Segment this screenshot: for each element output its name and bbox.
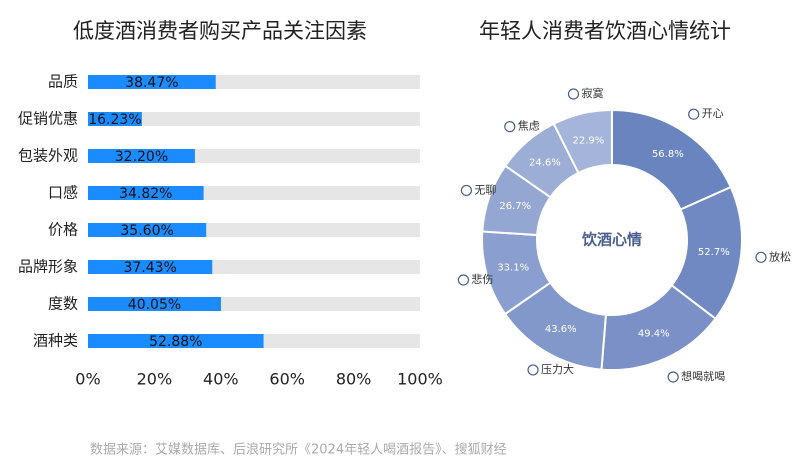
value-label: 37.43% bbox=[123, 260, 176, 276]
source-note: 数据来源：艾媒数据库、后浪研究所《2024年轻人喝酒报告》、搜狐财经 bbox=[90, 442, 507, 458]
category-label: 开心 bbox=[702, 107, 724, 120]
bar bbox=[88, 297, 221, 311]
bar bbox=[88, 75, 216, 89]
y-tick-label: 促销优惠 bbox=[18, 110, 78, 128]
category-label: 寂寞 bbox=[581, 86, 603, 100]
x-tick-label: 40% bbox=[203, 370, 239, 389]
category-label: 放松 bbox=[769, 249, 791, 263]
y-tick-label: 品牌形象 bbox=[18, 258, 78, 276]
y-tick-label: 包装外观 bbox=[18, 147, 78, 165]
bar bbox=[88, 186, 204, 200]
bar bbox=[88, 149, 195, 163]
mood-icon bbox=[667, 371, 679, 383]
center-label: 饮酒心情 bbox=[581, 231, 642, 249]
y-tick-label: 度数 bbox=[48, 295, 78, 313]
y-tick-label: 价格 bbox=[48, 221, 78, 239]
mood-icon bbox=[504, 121, 516, 133]
mood-icon bbox=[460, 184, 473, 197]
category-label: 焦虑 bbox=[518, 120, 540, 133]
y-tick-label: 酒种类 bbox=[33, 332, 78, 350]
value-label: 33.1% bbox=[497, 262, 529, 273]
donut-slice bbox=[552, 108, 613, 175]
category-label: 悲伤 bbox=[471, 272, 493, 286]
mood-icon bbox=[755, 251, 767, 263]
mood-icon bbox=[688, 108, 700, 120]
value-label: 35.60% bbox=[120, 223, 173, 239]
value-label: 49.4% bbox=[638, 329, 670, 340]
bar bbox=[88, 334, 264, 348]
x-tick-label: 80% bbox=[336, 370, 372, 389]
value-label: 38.47% bbox=[125, 75, 178, 91]
value-label: 32.20% bbox=[115, 149, 168, 165]
category-label: 无聊 bbox=[474, 182, 496, 196]
value-label: 52.88% bbox=[149, 334, 202, 350]
mood-icon bbox=[457, 274, 470, 286]
value-label: 26.7% bbox=[499, 201, 531, 212]
mood-icon bbox=[527, 364, 539, 376]
value-label: 40.05% bbox=[128, 297, 181, 313]
category-label: 想喝就喝 bbox=[681, 369, 725, 383]
y-tick-label: 品质 bbox=[48, 73, 78, 91]
bar bbox=[88, 112, 142, 126]
x-tick-label: 20% bbox=[137, 370, 173, 389]
x-tick-label: 100% bbox=[397, 370, 443, 389]
value-label: 16.23% bbox=[88, 112, 141, 128]
value-label: 24.6% bbox=[529, 158, 561, 169]
bar bbox=[88, 260, 213, 274]
value-label: 22.9% bbox=[573, 135, 605, 146]
category-label: 压力大 bbox=[541, 362, 574, 376]
chart-title: 年轻人消费者饮酒心情统计 bbox=[479, 19, 731, 43]
x-tick-label: 0% bbox=[75, 370, 100, 389]
bar bbox=[88, 223, 207, 237]
x-tick-label: 60% bbox=[269, 370, 305, 389]
value-label: 34.82% bbox=[119, 186, 172, 202]
value-label: 43.6% bbox=[545, 324, 577, 335]
bar-track bbox=[88, 112, 420, 126]
y-tick-label: 口感 bbox=[48, 184, 78, 202]
value-label: 56.8% bbox=[652, 149, 684, 160]
chart-title: 低度酒消费者购买产品关注因素 bbox=[73, 19, 367, 43]
value-label: 52.7% bbox=[698, 247, 730, 258]
mood-icon bbox=[567, 88, 580, 100]
